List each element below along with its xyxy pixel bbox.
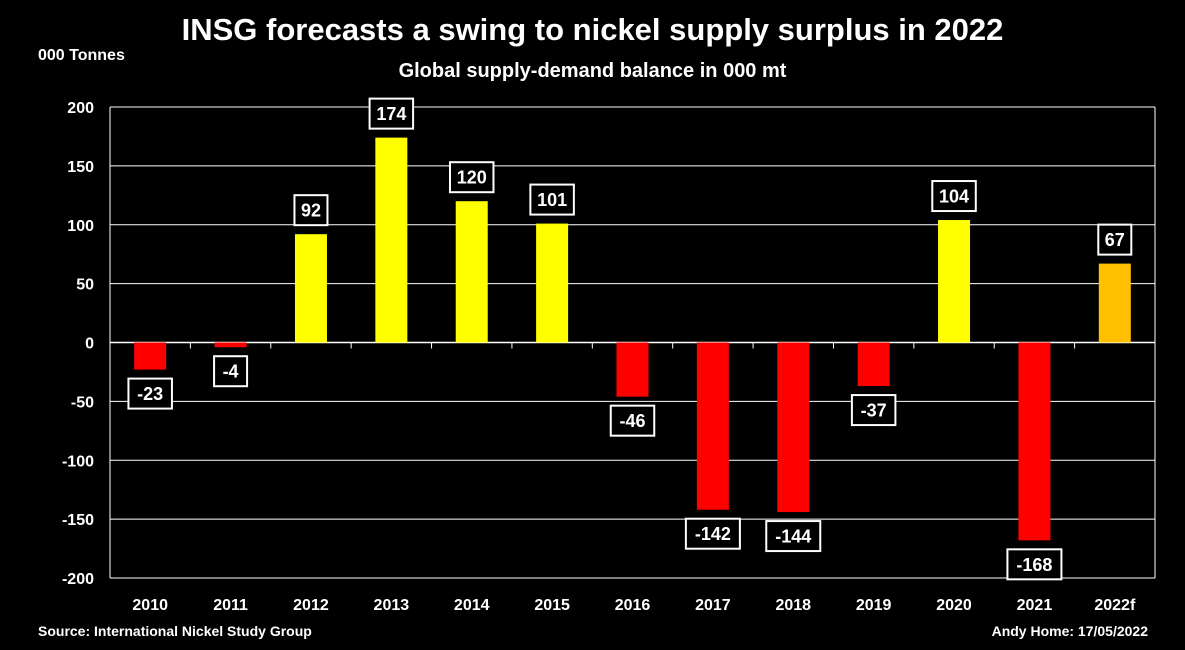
x-tick-label: 2016 <box>615 597 651 614</box>
x-tick-label: 2020 <box>936 597 972 614</box>
chart-title: INSG forecasts a swing to nickel supply … <box>181 12 1004 47</box>
data-label: 120 <box>448 161 495 194</box>
bar <box>696 342 729 510</box>
data-label: -4 <box>213 355 249 388</box>
data-label-box <box>1097 223 1133 256</box>
bar <box>777 342 810 513</box>
data-label: 101 <box>529 183 575 216</box>
data-label-box <box>684 517 741 550</box>
data-label-text: 101 <box>537 190 567 210</box>
x-tick-label: 2011 <box>213 597 248 614</box>
y-axis-ticks: 200 150 100 50 0 -50 -100 -150 -200 <box>62 100 94 588</box>
x-tick-label: 2022f <box>1094 597 1136 614</box>
data-label-text: 174 <box>376 104 406 124</box>
data-label-box <box>1006 548 1063 581</box>
data-label-text: -37 <box>861 401 887 421</box>
y-tick-label: 200 <box>67 100 94 117</box>
x-axis-ticks: 2010 2011 2012 2013 2014 2015 2016 2017 2018 2019… <box>132 597 1136 614</box>
y-tick-label: 0 <box>85 336 94 353</box>
bar <box>134 342 167 370</box>
y-tick-label: 100 <box>67 218 94 235</box>
data-label: -144 <box>765 520 822 553</box>
bar <box>616 342 649 397</box>
data-label-text: 92 <box>301 201 321 221</box>
data-label-box <box>529 183 575 216</box>
data-label-text: -142 <box>695 524 731 544</box>
data-label-text: 104 <box>939 187 969 207</box>
y-tick-label: 150 <box>67 159 94 176</box>
x-tick-label: 2018 <box>775 597 811 614</box>
data-label: 67 <box>1097 223 1133 256</box>
x-tick-label: 2019 <box>856 597 892 614</box>
data-label: 174 <box>368 97 415 130</box>
x-tick-label: 2017 <box>695 597 731 614</box>
y-tick-label: -50 <box>71 394 94 411</box>
data-label: -142 <box>684 517 741 550</box>
data-label-box <box>765 520 822 553</box>
x-tick-label: 2013 <box>374 597 410 614</box>
y-tick-label: -100 <box>62 453 94 470</box>
data-label-box <box>448 161 495 194</box>
source-note: Source: International Nickel Study Group <box>38 623 312 639</box>
gridlines <box>109 106 1156 579</box>
data-label-text: -23 <box>137 384 163 404</box>
data-label-box <box>127 377 173 410</box>
chart-subtitle: Global supply-demand balance in 000 mt <box>398 60 787 82</box>
x-tick-label: 2012 <box>293 597 329 614</box>
data-label: -168 <box>1006 548 1063 581</box>
bar <box>536 223 569 343</box>
author-credit: Andy Home: 17/05/2022 <box>991 623 1148 639</box>
y-axis-unit-label: 000 Tonnes <box>38 47 125 64</box>
bar <box>294 234 327 343</box>
data-label-text: -46 <box>619 411 645 431</box>
data-label-box <box>931 180 977 213</box>
data-label-text: -4 <box>223 362 239 382</box>
data-label-box <box>850 394 897 427</box>
y-tick-label: 50 <box>76 277 94 294</box>
x-tick-label: 2010 <box>132 597 168 614</box>
data-label-text: 120 <box>457 168 487 188</box>
y-tick-label: -200 <box>62 571 94 588</box>
x-tick-label: 2021 <box>1017 597 1053 614</box>
data-label: -37 <box>850 394 897 427</box>
bar <box>375 137 408 343</box>
data-label-box <box>609 404 656 437</box>
bar <box>857 342 890 387</box>
data-label-text: -168 <box>1016 555 1052 575</box>
data-label-text: 67 <box>1105 230 1125 250</box>
bar <box>214 342 247 348</box>
bar <box>455 201 488 343</box>
data-labels: -23 -4 92 174 120 101 -46 -142 -144 -37 104 -168 67 <box>127 97 1133 581</box>
bars <box>134 137 1131 541</box>
data-label: 92 <box>293 194 329 227</box>
data-label-box <box>213 355 249 388</box>
data-label: 104 <box>931 180 977 213</box>
bar <box>1018 342 1051 541</box>
bar <box>938 220 971 343</box>
x-tick-label: 2015 <box>534 597 570 614</box>
x-tick-label: 2014 <box>454 597 490 614</box>
bar <box>1098 263 1131 343</box>
data-label-box <box>293 194 329 227</box>
data-label-box <box>368 97 415 130</box>
data-label: -46 <box>609 404 656 437</box>
data-label: -23 <box>127 377 173 410</box>
data-label-text: -144 <box>775 527 811 547</box>
y-tick-label: -150 <box>62 512 94 529</box>
